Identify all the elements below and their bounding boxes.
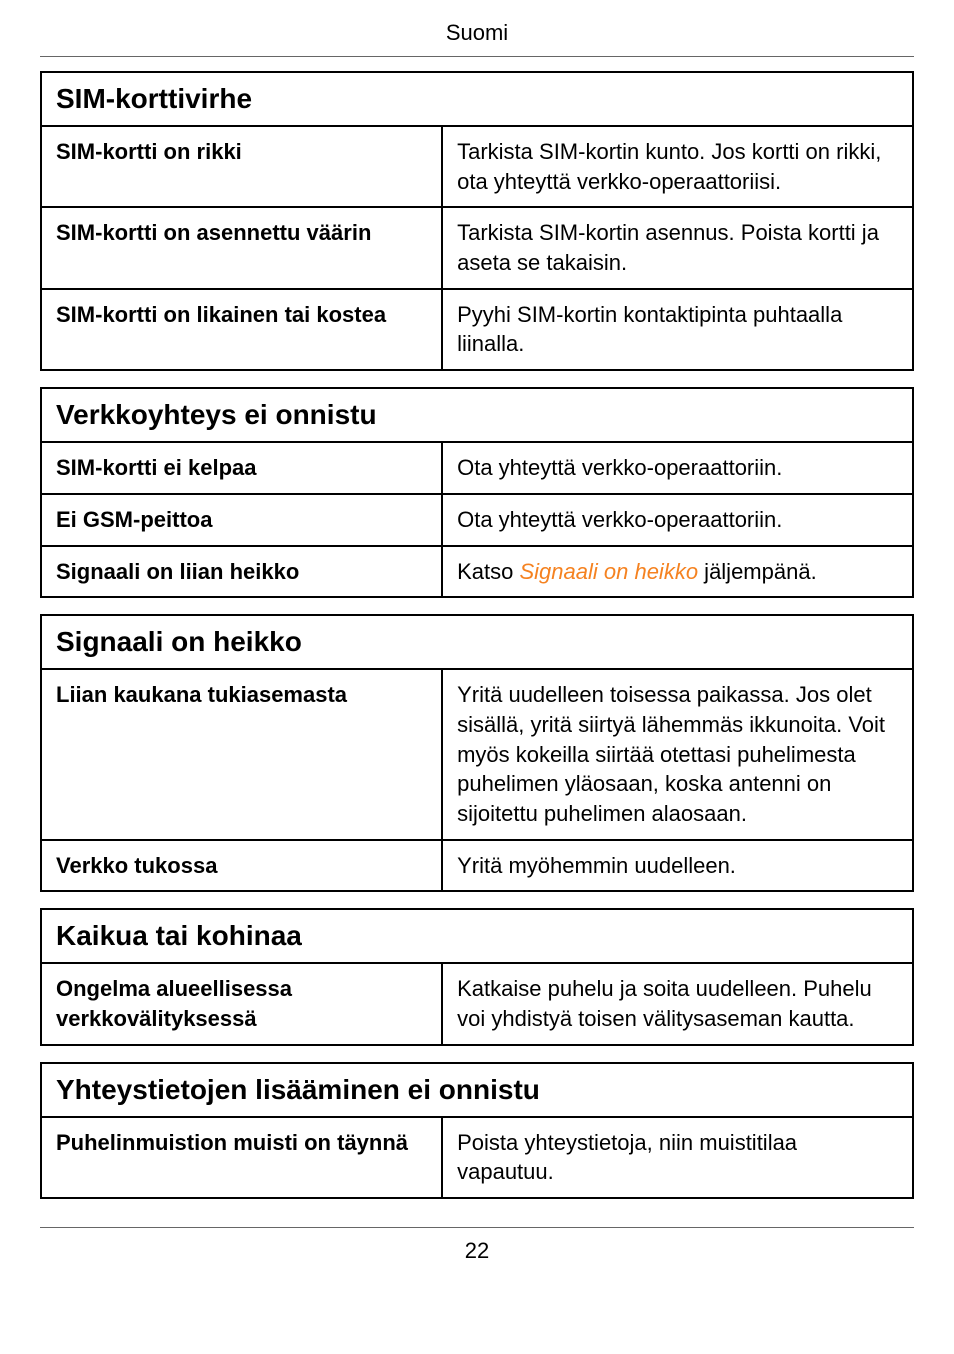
- table-row: Puhelinmuistion muisti on täynnä Poista …: [41, 1117, 913, 1198]
- table-row: SIM-kortti on asennettu väärin Tarkista …: [41, 207, 913, 288]
- section-title: SIM-korttivirhe: [41, 72, 913, 126]
- table-row: SIM-kortti ei kelpaa Ota yhteyttä verkko…: [41, 442, 913, 494]
- row-value: Tarkista SIM-kortin kunto. Jos kortti on…: [442, 126, 913, 207]
- row-value: Yritä uudelleen toisessa paikassa. Jos o…: [442, 669, 913, 839]
- section-yhteystietojen: Yhteystietojen lisääminen ei onnistu Puh…: [40, 1062, 914, 1199]
- row-value: Ota yhteyttä verkko-operaattoriin.: [442, 494, 913, 546]
- row-label: Puhelinmuistion muisti on täynnä: [41, 1117, 442, 1198]
- section-verkkoyhteys: Verkkoyhteys ei onnistu SIM-kortti ei ke…: [40, 387, 914, 598]
- table-row: SIM-kortti on likainen tai kostea Pyyhi …: [41, 289, 913, 370]
- row-value: Poista yhteystietoja, niin muistitilaa v…: [442, 1117, 913, 1198]
- table-row: SIM-kortti on rikki Tarkista SIM-kortin …: [41, 126, 913, 207]
- row-label: SIM-kortti on rikki: [41, 126, 442, 207]
- table-row: Liian kaukana tukiasemasta Yritä uudelle…: [41, 669, 913, 839]
- cross-reference-link[interactable]: Signaali on heikko: [519, 559, 698, 584]
- row-label: SIM-kortti on likainen tai kostea: [41, 289, 442, 370]
- row-label: SIM-kortti ei kelpaa: [41, 442, 442, 494]
- section-title: Yhteystietojen lisääminen ei onnistu: [41, 1063, 913, 1117]
- page: Suomi SIM-korttivirhe SIM-kortti on rikk…: [0, 0, 954, 1304]
- table-row: Ongelma alueellisessa verkkovälityksessä…: [41, 963, 913, 1044]
- section-kaikua: Kaikua tai kohinaa Ongelma alueellisessa…: [40, 908, 914, 1045]
- table-row: Signaali on liian heikko Katso Signaali …: [41, 546, 913, 598]
- row-value-suffix: jäljempänä.: [698, 559, 817, 584]
- row-label: Ongelma alueellisessa verkkovälityksessä: [41, 963, 442, 1044]
- row-label: Ei GSM-peittoa: [41, 494, 442, 546]
- row-label: Verkko tukossa: [41, 840, 442, 892]
- row-label: SIM-kortti on asennettu väärin: [41, 207, 442, 288]
- row-value: Yritä myöhemmin uudelleen.: [442, 840, 913, 892]
- row-value: Katso Signaali on heikko jäljempänä.: [442, 546, 913, 598]
- table-row: Verkko tukossa Yritä myöhemmin uudelleen…: [41, 840, 913, 892]
- row-value: Pyyhi SIM-kortin kontaktipinta puhtaalla…: [442, 289, 913, 370]
- header-rule: [40, 56, 914, 57]
- table-row: Ei GSM-peittoa Ota yhteyttä verkko-opera…: [41, 494, 913, 546]
- row-label: Liian kaukana tukiasemasta: [41, 669, 442, 839]
- row-value: Tarkista SIM-kortin asennus. Poista kort…: [442, 207, 913, 288]
- page-number: 22: [40, 1238, 914, 1264]
- row-value: Ota yhteyttä verkko-operaattoriin.: [442, 442, 913, 494]
- section-title: Kaikua tai kohinaa: [41, 909, 913, 963]
- footer-rule: [40, 1227, 914, 1228]
- section-signaali: Signaali on heikko Liian kaukana tukiase…: [40, 614, 914, 892]
- row-value: Katkaise puhelu ja soita uudelleen. Puhe…: [442, 963, 913, 1044]
- page-header: Suomi: [40, 20, 914, 50]
- row-value-prefix: Katso: [457, 559, 519, 584]
- section-title: Signaali on heikko: [41, 615, 913, 669]
- section-title: Verkkoyhteys ei onnistu: [41, 388, 913, 442]
- section-sim-korttivirhe: SIM-korttivirhe SIM-kortti on rikki Tark…: [40, 71, 914, 371]
- row-label: Signaali on liian heikko: [41, 546, 442, 598]
